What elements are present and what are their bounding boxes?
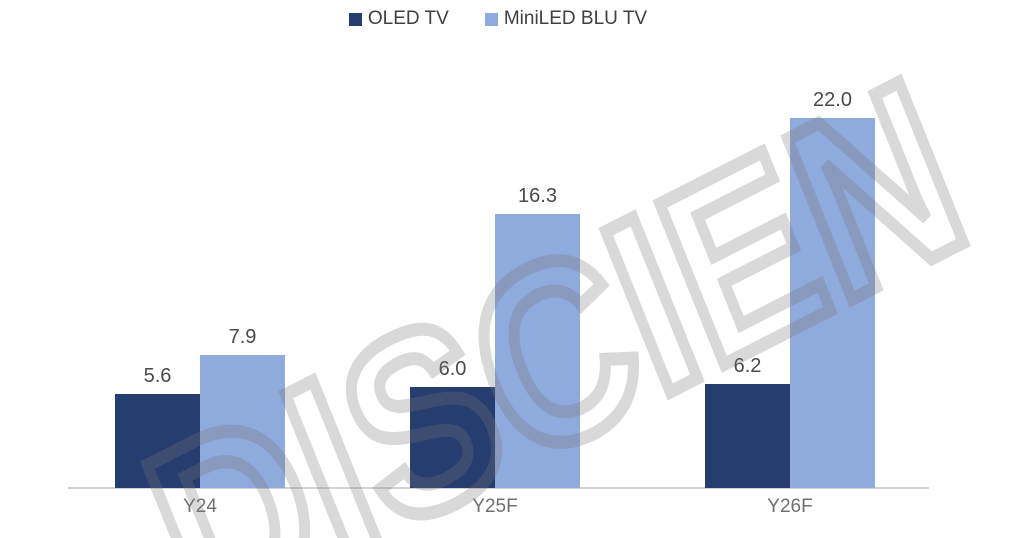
- value-label-miniled-blu-tv-y25f: 16.3: [518, 185, 557, 207]
- bar-oled-tv-y25f: [410, 387, 495, 488]
- value-label-oled-tv-y24: 5.6: [143, 365, 172, 387]
- bar-miniled-blu-tv-y25f: [495, 214, 580, 488]
- legend-label-oled-tv: OLED TV: [367, 8, 449, 29]
- plot-area: DISCIEN 5.67.96.016.36.222.0: [68, 19, 1004, 538]
- value-label-oled-tv-y26f: 6.2: [733, 355, 762, 377]
- value-label-miniled-blu-tv-y26f: 22.0: [813, 89, 852, 111]
- value-label-miniled-blu-tv-y24: 7.9: [228, 326, 257, 348]
- x-axis-line: [68, 487, 929, 489]
- bar-miniled-blu-tv-y24: [200, 355, 285, 488]
- bar-miniled-blu-tv-y26f: [790, 118, 875, 488]
- bar-oled-tv-y24: [115, 394, 200, 488]
- x-axis-label-y24: Y24: [183, 496, 217, 517]
- legend-label-miniled-blu-tv: MiniLED BLU TV: [503, 8, 648, 29]
- legend-item-miniled-blu-tv: MiniLED BLU TV: [484, 8, 648, 30]
- value-label-oled-tv-y25f: 6.0: [438, 358, 467, 380]
- legend-item-oled-tv: OLED TV: [348, 8, 449, 30]
- x-axis-label-y26f: Y26F: [767, 496, 813, 517]
- legend-swatch-miniled-blu-tv: [484, 12, 498, 26]
- chart-legend: OLED TV MiniLED BLU TV: [0, 8, 1014, 30]
- x-axis-label-y25f: Y25F: [472, 496, 518, 517]
- bar-oled-tv-y26f: [705, 384, 790, 488]
- legend-swatch-oled-tv: [348, 12, 362, 26]
